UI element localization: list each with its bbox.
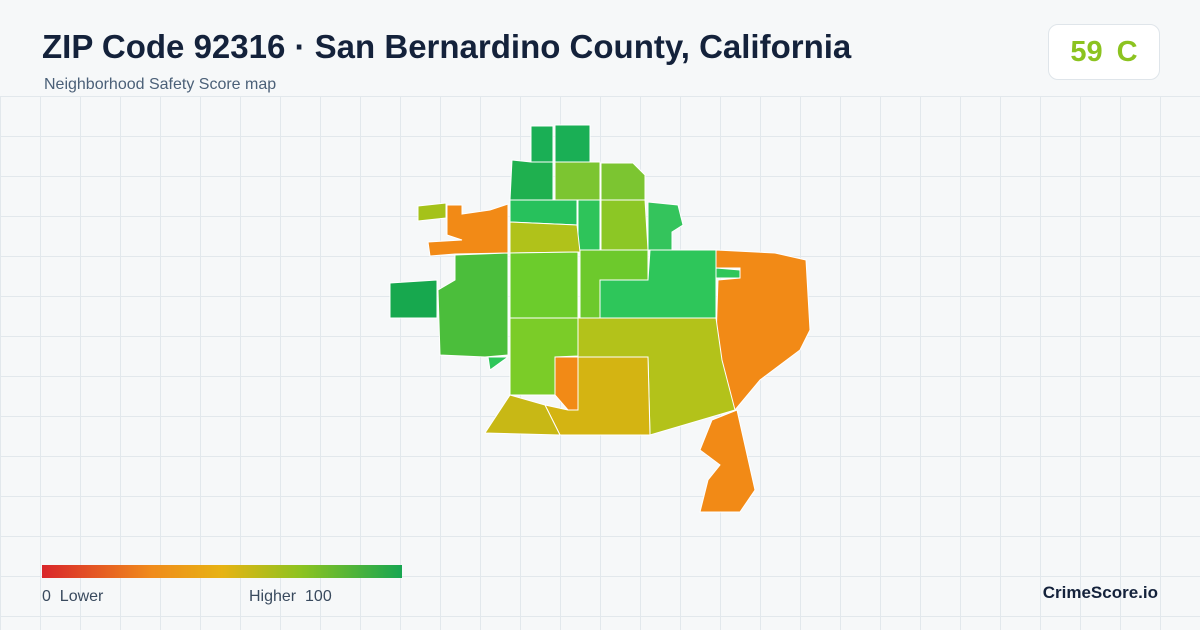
legend-gradient bbox=[42, 565, 402, 578]
header bbox=[0, 0, 1200, 96]
region bbox=[417, 202, 447, 222]
region bbox=[600, 162, 646, 201]
subtitle: Neighborhood Safety Score map bbox=[44, 76, 277, 93]
region bbox=[577, 199, 601, 251]
region bbox=[484, 394, 561, 436]
legend-max: Higher 100 bbox=[249, 588, 332, 606]
score-grade: C bbox=[1116, 35, 1138, 68]
brand: CrimeScore.io bbox=[1042, 583, 1158, 602]
title: ZIP Code 92316 · San Bernardino County, … bbox=[42, 28, 852, 65]
region bbox=[509, 221, 581, 254]
region bbox=[437, 252, 509, 358]
legend-min-label: Lower bbox=[59, 588, 104, 605]
score-badge: 59 C bbox=[1048, 24, 1160, 80]
region bbox=[509, 251, 579, 319]
legend-min: 0 Lower bbox=[42, 588, 103, 606]
region bbox=[554, 124, 591, 163]
legend-min-value: 0 bbox=[42, 588, 51, 605]
legend-max-value: 100 bbox=[305, 588, 332, 605]
region bbox=[509, 159, 554, 201]
region bbox=[554, 356, 579, 411]
region bbox=[487, 356, 510, 371]
region bbox=[509, 199, 578, 226]
region bbox=[554, 161, 601, 201]
region bbox=[389, 279, 438, 319]
region bbox=[699, 409, 756, 513]
region bbox=[600, 199, 649, 251]
region bbox=[715, 267, 741, 279]
legend-max-label: Higher bbox=[249, 588, 297, 605]
score-value: 59 bbox=[1070, 35, 1103, 68]
region bbox=[647, 201, 684, 251]
region bbox=[530, 125, 554, 163]
